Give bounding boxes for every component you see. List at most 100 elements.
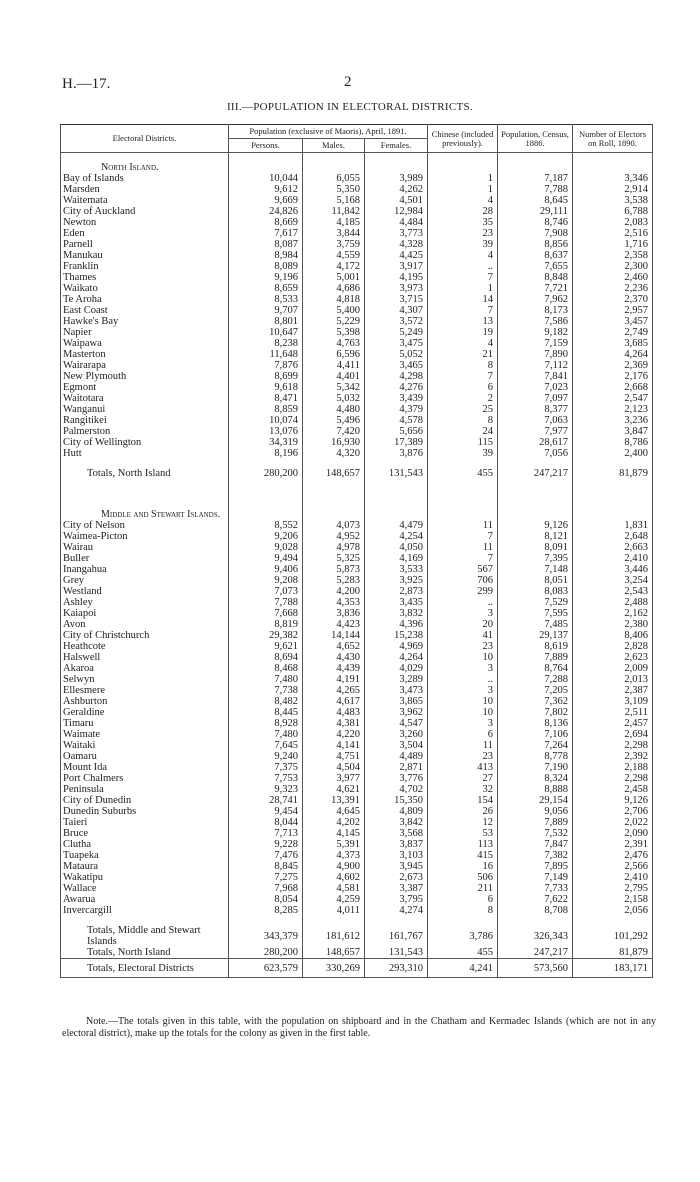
table-row: Waitotara 8,471 5,032 3,439 2 7,097 2,547 [60,393,653,404]
doc-code: H.—17. [62,76,111,92]
value-cell: 5,391 [302,839,365,850]
district-name: Waikato [60,283,229,294]
value-cell: 10 [427,707,498,718]
value-cell: 4,185 [302,217,365,228]
value-cell: 8,694 [228,652,303,663]
value-cell: 8,324 [497,773,573,784]
value-cell: 9,208 [228,575,303,586]
value-cell: 506 [427,872,498,883]
section-heading: North Island. [60,162,229,173]
value-cell: 4,430 [302,652,365,663]
district-name: Ellesmere [60,685,229,696]
value-cell: 4,480 [302,404,365,415]
value-cell: 3,254 [572,575,653,586]
value-cell: 2,298 [572,740,653,751]
value-cell: 7,586 [497,316,573,327]
value-cell: 7,382 [497,850,573,861]
value-cell: 4,978 [302,542,365,553]
value-cell: 15,350 [364,795,428,806]
value-cell: 7,895 [497,861,573,872]
value-cell: 4,145 [302,828,365,839]
value-cell: 35 [427,217,498,228]
district-name: City of Wellington [60,437,229,448]
value-cell: 9,612 [228,184,303,195]
value-cell: 7,205 [497,685,573,696]
value-cell: 8,669 [228,217,303,228]
value-cell: 8,044 [228,817,303,828]
empty-cell [427,459,498,468]
value-cell: 7,023 [497,382,573,393]
value-cell: 2,795 [572,883,653,894]
header-cell: Persons. [228,138,303,153]
empty-cell [497,916,573,925]
table-body: North Island. Bay of Islands 10,044 6,055 3,… [60,152,653,978]
table-row: Taieri 8,044 4,202 3,842 12 7,889 2,022 [60,817,653,828]
value-cell: 12 [427,817,498,828]
spacer-row [60,152,653,162]
table-row: Marsden 9,612 5,350 4,262 1 7,788 2,914 [60,184,653,195]
header-cell: Population (exclusive of Maoris), April,… [228,124,428,139]
value-cell: 4,763 [302,338,365,349]
value-cell: 4,298 [364,371,428,382]
value-cell: 2,236 [572,283,653,294]
value-cell: 7,056 [497,448,573,459]
value-cell: 5,249 [364,327,428,338]
value-cell: 13,076 [228,426,303,437]
table-row: Bay of Islands 10,044 6,055 3,989 1 7,187 3,34… [60,173,653,184]
value-cell: 2,410 [572,553,653,564]
value-cell: 4,264 [364,652,428,663]
district-name: East Coast [60,305,229,316]
value-cell: 8,238 [228,338,303,349]
value-cell: 8,136 [497,718,573,729]
value-cell: 10 [427,652,498,663]
district-name: Hutt [60,448,229,459]
value-cell: 7 [427,371,498,382]
value-cell: 2,673 [364,872,428,883]
district-name: Napier [60,327,229,338]
value-cell: 8,087 [228,239,303,250]
value-cell: 8,285 [228,905,303,916]
value-cell: 3,103 [364,850,428,861]
value-cell: 7,288 [497,674,573,685]
value-cell: 23 [427,228,498,239]
value-cell: 7,876 [228,360,303,371]
value-cell: 8,746 [497,217,573,228]
value-cell: 2,176 [572,371,653,382]
table-row: Halswell 8,694 4,430 4,264 10 7,889 2,623 [60,652,653,663]
value-cell: 2,457 [572,718,653,729]
table-row: Ellesmere 7,738 4,265 3,473 3 7,205 2,387 [60,685,653,696]
district-name: Newton [60,217,229,228]
value-cell: 280,200 [228,468,303,479]
value-cell: 161,767 [364,925,428,947]
value-cell: 4,264 [572,349,653,360]
value-cell: 15,238 [364,630,428,641]
value-cell: 7,968 [228,883,303,894]
note: Note.—The totals given in this table, wi… [62,1016,656,1039]
table-row: Inangahua 9,406 5,873 3,533 567 7,148 3,446 [60,564,653,575]
value-cell: 8,845 [228,861,303,872]
header-cell: Chinese (included previously). [427,124,498,153]
value-cell: 7,476 [228,850,303,861]
table-row: Grey 9,208 5,283 3,925 706 8,051 3,254 [60,575,653,586]
district-name: Waimea-Picton [60,531,229,542]
table-row: Eden 7,617 3,844 3,773 23 7,908 2,516 [60,228,653,239]
value-cell: 7,713 [228,828,303,839]
value-cell: 2,511 [572,707,653,718]
value-cell: 8,708 [497,905,573,916]
value-cell: 7,529 [497,597,573,608]
value-cell: 7,112 [497,360,573,371]
value-cell: 3,962 [364,707,428,718]
value-cell: 8,471 [228,393,303,404]
empty-cell [60,152,229,162]
value-cell: 8,645 [497,195,573,206]
value-cell: 9,618 [228,382,303,393]
spacer-row [60,479,653,509]
value-cell: 8,091 [497,542,573,553]
value-cell: 4,439 [302,663,365,674]
district-name: City of Auckland [60,206,229,217]
value-cell: 4,578 [364,415,428,426]
value-cell: 7,595 [497,608,573,619]
district-name: Heathcote [60,641,229,652]
value-cell: 9,707 [228,305,303,316]
section-heading-row: North Island. [60,162,653,173]
